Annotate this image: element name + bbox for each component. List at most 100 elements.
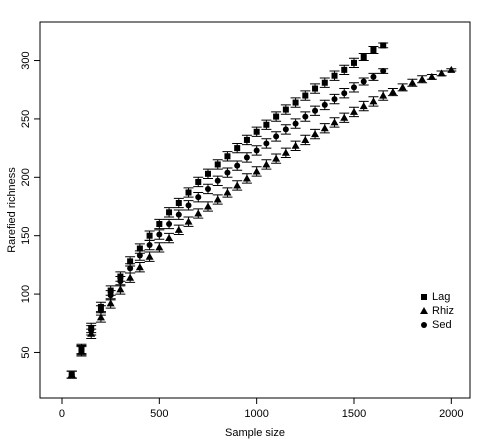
point [263, 140, 270, 147]
point [370, 47, 377, 54]
x-tick-label: 1000 [244, 408, 268, 420]
point [331, 72, 338, 79]
point [359, 102, 368, 110]
point [427, 72, 436, 80]
point [321, 79, 328, 86]
point [214, 161, 221, 168]
point [331, 96, 338, 103]
point [360, 54, 367, 61]
point [398, 83, 407, 91]
point [369, 97, 378, 105]
y-tick-label: 100 [20, 285, 32, 303]
point [223, 188, 232, 196]
point [360, 78, 367, 85]
legend-label: Sed [432, 319, 452, 331]
point [213, 195, 222, 203]
x-axis-label: Sample size [225, 427, 285, 439]
point [341, 66, 348, 73]
legend-marker [421, 294, 427, 300]
point [272, 154, 281, 162]
point [311, 130, 320, 138]
point [301, 135, 310, 143]
point [320, 124, 329, 132]
point [370, 73, 377, 80]
point [418, 75, 427, 83]
point [204, 170, 211, 177]
point [214, 177, 221, 184]
point [281, 148, 290, 156]
point [321, 101, 328, 108]
point [185, 202, 192, 209]
point [282, 126, 289, 133]
x-tick-label: 500 [150, 408, 168, 420]
point [166, 209, 173, 216]
point [302, 92, 309, 99]
point [78, 347, 85, 354]
point [184, 217, 193, 225]
point [224, 153, 231, 160]
point [146, 242, 153, 249]
point [233, 181, 242, 189]
point [175, 199, 182, 206]
point [195, 178, 202, 185]
y-tick-label: 250 [20, 110, 32, 128]
point [263, 121, 270, 128]
point [312, 107, 319, 114]
point [195, 194, 202, 201]
y-tick-label: 300 [20, 51, 32, 69]
point [350, 84, 357, 91]
point [379, 91, 388, 99]
plot-box [39, 21, 471, 399]
point [127, 258, 134, 265]
point [380, 68, 387, 75]
point [165, 234, 174, 242]
point [292, 99, 299, 106]
legend-marker [421, 322, 427, 328]
point [224, 169, 231, 176]
point [340, 113, 349, 121]
point [273, 113, 280, 120]
point [388, 88, 397, 96]
point [408, 78, 417, 86]
point [68, 371, 75, 378]
point [136, 245, 143, 252]
point [292, 120, 299, 127]
point [341, 90, 348, 97]
point [437, 69, 446, 77]
point [156, 231, 163, 238]
y-tick-label: 50 [20, 346, 32, 358]
point [234, 162, 241, 169]
point [146, 232, 153, 239]
point [106, 299, 115, 307]
point [145, 252, 154, 260]
point [350, 59, 357, 66]
y-axis-label: Rarefied richness [6, 167, 18, 253]
point [203, 202, 212, 210]
point [126, 273, 135, 281]
y-tick-label: 200 [20, 168, 32, 186]
point [127, 265, 134, 272]
point [97, 307, 104, 314]
point [252, 167, 261, 175]
point [166, 221, 173, 228]
point [174, 225, 183, 233]
x-tick-label: 1500 [342, 408, 366, 420]
legend-marker [420, 307, 428, 314]
point [194, 209, 203, 217]
point [291, 141, 300, 149]
point [330, 118, 339, 126]
point [273, 133, 280, 140]
point [156, 221, 163, 228]
point [243, 154, 250, 161]
y-tick-label: 150 [20, 227, 32, 245]
point [282, 106, 289, 113]
x-tick-label: 0 [59, 408, 65, 420]
x-tick-label: 2000 [439, 408, 463, 420]
point [135, 263, 144, 271]
point [234, 145, 241, 152]
point [312, 85, 319, 92]
point [185, 189, 192, 196]
point [117, 278, 124, 285]
legend-label: Lag [432, 291, 450, 303]
